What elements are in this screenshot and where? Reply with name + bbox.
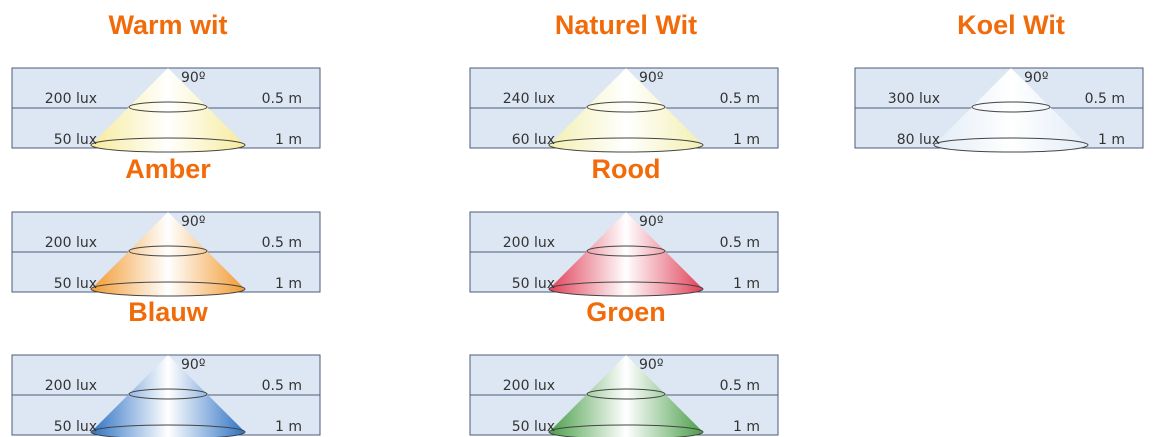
near-ellipse (586, 245, 666, 257)
panel-title: Rood (592, 154, 661, 184)
light-cone (91, 355, 245, 432)
panel-title: Warm wit (108, 10, 227, 40)
panel-title: Naturel Wit (555, 10, 697, 40)
lux-near: 200 lux (503, 378, 555, 394)
lux-far: 60 lux (512, 132, 555, 148)
lux-far: 50 lux (512, 419, 555, 435)
far-ellipse (548, 424, 704, 437)
beam-panel: Koel Wit 90º 300 lux 0.5 m 80 lux 1 m (854, 10, 1144, 153)
dist-far: 1 m (275, 276, 302, 292)
light-cone (549, 68, 703, 145)
dist-far: 1 m (733, 276, 760, 292)
angle-label: 90º (181, 70, 205, 86)
lux-near: 200 lux (503, 235, 555, 251)
beam-panel: Naturel Wit 90º 240 lux 0.5 m 60 lux 1 m (469, 10, 779, 153)
near-ellipse (971, 101, 1051, 113)
far-ellipse (90, 137, 246, 153)
dist-near: 0.5 m (720, 378, 760, 394)
beam-panel: Blauw 90º 200 lux 0.5 m 50 lux 1 m (11, 297, 321, 437)
angle-label: 90º (639, 214, 663, 230)
near-ellipse (128, 388, 208, 400)
panel-title: Blauw (128, 297, 209, 327)
beam-panel: Rood 90º 200 lux 0.5 m 50 lux 1 m (469, 154, 779, 297)
near-ellipse (128, 101, 208, 113)
lux-near: 300 lux (888, 91, 940, 107)
beam-panel: Warm wit 90º 200 lux 0.5 m 50 lux 1 m (11, 10, 321, 153)
dist-near: 0.5 m (1085, 91, 1125, 107)
far-ellipse (548, 137, 704, 153)
angle-label: 90º (181, 357, 205, 373)
beam-panel: Amber 90º 200 lux 0.5 m 50 lux 1 m (11, 154, 321, 297)
angle-label: 90º (639, 70, 663, 86)
lux-far: 50 lux (512, 276, 555, 292)
panel-title: Amber (125, 154, 211, 184)
far-ellipse (548, 281, 704, 297)
dist-far: 1 m (733, 132, 760, 148)
light-cone (549, 355, 703, 432)
angle-label: 90º (181, 214, 205, 230)
light-cone (91, 68, 245, 145)
angle-label: 90º (1024, 70, 1048, 86)
dist-far: 1 m (275, 419, 302, 435)
lux-far: 50 lux (54, 419, 97, 435)
panel-title: Groen (586, 297, 666, 327)
dist-far: 1 m (275, 132, 302, 148)
dist-near: 0.5 m (262, 235, 302, 251)
angle-label: 90º (639, 357, 663, 373)
dist-far: 1 m (733, 419, 760, 435)
lux-far: 80 lux (897, 132, 940, 148)
dist-far: 1 m (1098, 132, 1125, 148)
beam-panel: Groen 90º 200 lux 0.5 m 50 lux 1 m (469, 297, 779, 437)
far-ellipse (90, 281, 246, 297)
dist-near: 0.5 m (262, 378, 302, 394)
dist-near: 0.5 m (720, 91, 760, 107)
far-ellipse (933, 137, 1089, 153)
light-cone (91, 212, 245, 289)
light-cone (934, 68, 1088, 145)
lux-near: 200 lux (45, 378, 97, 394)
light-cone (549, 212, 703, 289)
lux-near: 240 lux (503, 91, 555, 107)
lux-far: 50 lux (54, 132, 97, 148)
near-ellipse (586, 101, 666, 113)
near-ellipse (128, 245, 208, 257)
panel-title: Koel Wit (957, 10, 1065, 40)
lux-far: 50 lux (54, 276, 97, 292)
dist-near: 0.5 m (262, 91, 302, 107)
lux-near: 200 lux (45, 91, 97, 107)
far-ellipse (90, 424, 246, 437)
dist-near: 0.5 m (720, 235, 760, 251)
lux-near: 200 lux (45, 235, 97, 251)
near-ellipse (586, 388, 666, 400)
